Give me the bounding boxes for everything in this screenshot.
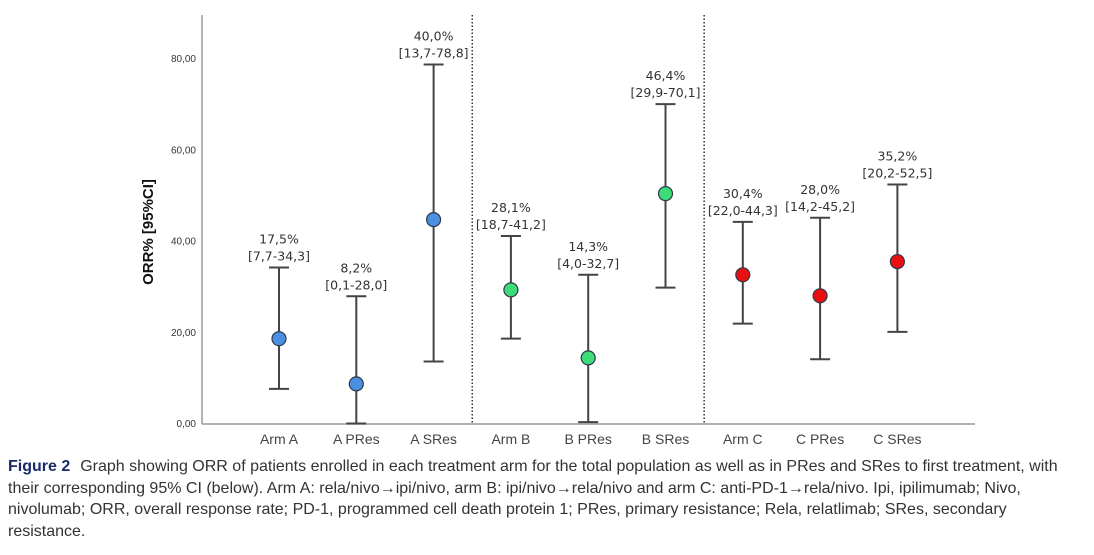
data-point-group: 46,4% [29,9-70,1] (631, 68, 701, 289)
ci-label: [0,1-28,0] (325, 277, 387, 292)
data-point (735, 267, 751, 283)
ci-label: [20,2-52,5] (862, 165, 932, 180)
data-point (657, 185, 674, 202)
y-tick-label: 20,00 (171, 328, 196, 339)
x-tick-label: B SRes (642, 431, 689, 447)
data-point-group: 17,5% [7,7-34,3] (248, 232, 310, 390)
data-point (812, 288, 828, 304)
data-point (580, 350, 596, 366)
orr-chart: 0,00 20,00 40,00 60,00 80,00 Arm A A PRes A SRe… (140, 15, 975, 447)
data-point (889, 253, 906, 270)
y-tick-label: 0,00 (177, 419, 197, 430)
orr-label: 28,1% (491, 200, 531, 215)
data-point (426, 212, 442, 228)
y-tick-label: 40,00 (171, 237, 196, 248)
group-separators (471, 15, 705, 424)
caption-text: Graph showing ORR of patients enrolled i… (8, 458, 1058, 540)
orr-label: 40,0% (414, 28, 454, 43)
data-point-group: 8,2% [0,1-28,0] (325, 260, 387, 425)
y-axis-label: ORR% [95%CI] (140, 179, 157, 285)
x-tick-label: C SRes (873, 431, 921, 447)
data-point (348, 376, 364, 392)
ci-label: [18,7-41,2] (476, 217, 546, 232)
figure-label: Figure 2 (8, 458, 71, 475)
ci-label: [13,7-78,8] (399, 45, 469, 60)
chart-marks: 17,5% [7,7-34,3] 8,2% [0,1-28,0] 40,0% [13,7-… (248, 28, 932, 425)
orr-label: 46,4% (646, 68, 686, 83)
data-point-group: 30,4% [22,0-44,3] (708, 186, 778, 325)
figure-caption: Figure 2 Graph showing ORR of patients en… (8, 456, 1088, 542)
x-tick-label: Arm C (723, 431, 763, 447)
data-point-group: 35,2% [20,2-52,5] (862, 148, 932, 333)
x-tick-label: Arm B (491, 431, 530, 447)
data-point-group: 40,0% [13,7-78,8] (399, 28, 469, 363)
ci-label: [22,0-44,3] (708, 203, 778, 218)
orr-label: 14,3% (568, 239, 608, 254)
ci-label: [7,7-34,3] (248, 249, 310, 264)
orr-label: 17,5% (259, 232, 299, 247)
data-point (503, 282, 519, 298)
data-point (271, 331, 287, 347)
ci-label: [29,9-70,1] (631, 85, 701, 100)
orr-label: 28,0% (800, 182, 840, 197)
ci-label: [4,0-32,7] (557, 256, 619, 271)
x-tick-label: C PRes (796, 431, 844, 447)
x-tick-label: B PRes (564, 431, 611, 447)
x-tick-label: A PRes (333, 431, 380, 447)
orr-label: 30,4% (723, 186, 763, 201)
ci-label: [14,2-45,2] (785, 199, 855, 214)
data-point-group: 28,0% [14,2-45,2] (785, 182, 855, 361)
axes: 0,00 20,00 40,00 60,00 80,00 Arm A A PRes A SRe… (171, 15, 975, 447)
x-tick-label: Arm A (260, 431, 299, 447)
data-point-group: 14,3% [4,0-32,7] (557, 239, 619, 424)
orr-label: 8,2% (340, 260, 372, 275)
y-tick-label: 60,00 (171, 145, 196, 156)
orr-label: 35,2% (878, 148, 918, 163)
y-tick-label: 80,00 (171, 54, 196, 65)
x-tick-label: A SRes (410, 431, 457, 447)
data-point-group: 28,1% [18,7-41,2] (476, 200, 546, 340)
